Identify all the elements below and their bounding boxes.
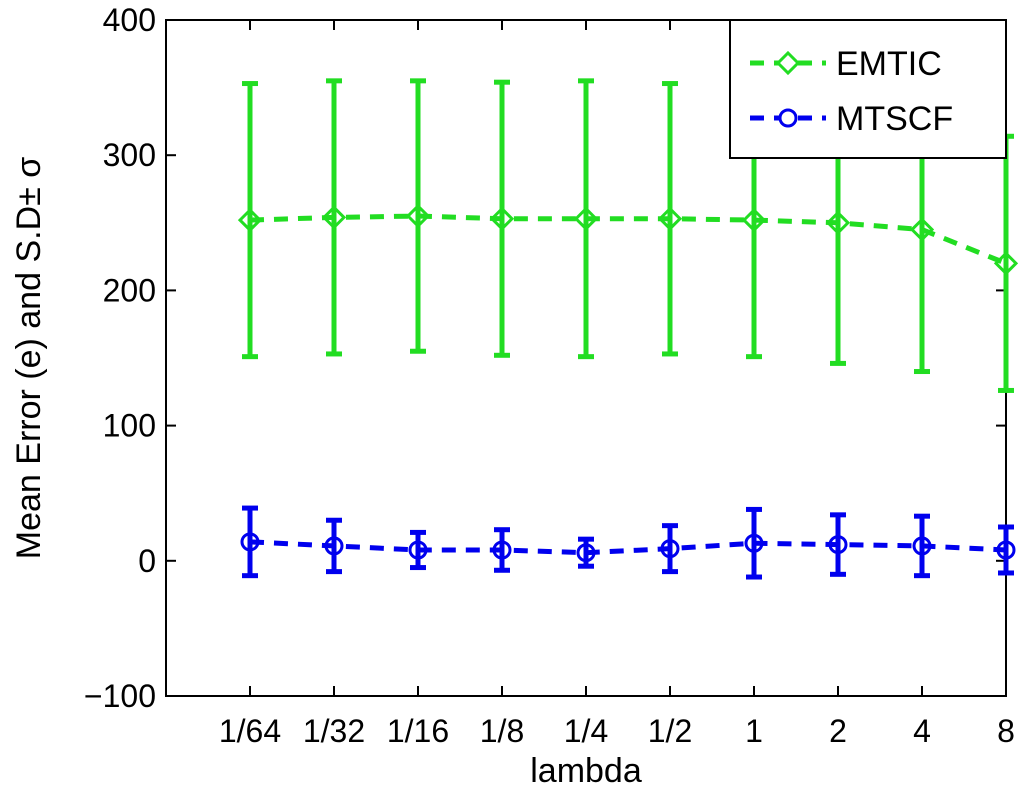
x-tick-label: 1/4 bbox=[564, 713, 608, 749]
y-axis-label: Mean Error (e) and S.D± σ bbox=[10, 157, 48, 559]
data-point bbox=[408, 540, 428, 560]
legend-marker bbox=[778, 108, 798, 128]
x-tick-label: 1/32 bbox=[303, 713, 365, 749]
x-tick-label: 1/2 bbox=[648, 713, 692, 749]
y-tick-label: 400 bbox=[103, 2, 156, 38]
legend-marker bbox=[775, 50, 801, 76]
data-point bbox=[489, 206, 515, 231]
data-point bbox=[324, 536, 344, 556]
data-point bbox=[657, 206, 683, 231]
y-tick-label: 200 bbox=[103, 272, 156, 308]
legend-label: EMTIC bbox=[836, 45, 942, 83]
data-point bbox=[909, 217, 935, 242]
x-axis: 1/64 1/32 1/16 1/8 1/4 1/2 1 2 4 8 bbox=[219, 20, 1015, 749]
series-line bbox=[249, 213, 1007, 266]
series-layer bbox=[237, 78, 1019, 580]
data-point bbox=[573, 206, 599, 231]
data-point bbox=[240, 532, 260, 552]
y-tick-label: 0 bbox=[138, 543, 156, 579]
data-point bbox=[492, 540, 512, 560]
data-point bbox=[576, 543, 596, 563]
legend-item: EMTIC bbox=[750, 45, 942, 83]
series-line bbox=[249, 539, 1007, 556]
data-point bbox=[828, 535, 848, 555]
data-point bbox=[744, 533, 764, 553]
data-point bbox=[996, 540, 1016, 560]
x-axis-label: lambda bbox=[530, 752, 642, 790]
legend-item: MTSCF bbox=[750, 100, 953, 138]
x-tick-label: 1/16 bbox=[387, 713, 449, 749]
series-mtscf bbox=[240, 505, 1016, 580]
y-tick-label: 300 bbox=[103, 137, 156, 173]
y-tick-label: −100 bbox=[84, 678, 156, 714]
data-point bbox=[993, 251, 1019, 276]
data-point bbox=[741, 207, 767, 233]
legend: EMTIC MTSCF bbox=[729, 19, 1007, 159]
x-tick-label: 2 bbox=[829, 713, 847, 749]
legend-box bbox=[729, 19, 1007, 159]
legend-label: MTSCF bbox=[836, 100, 953, 138]
x-tick-label: 1/8 bbox=[480, 713, 524, 749]
x-tick-label: 8 bbox=[997, 713, 1015, 749]
x-tick-label: 1 bbox=[745, 713, 763, 749]
data-point bbox=[405, 203, 431, 229]
data-point bbox=[912, 536, 932, 556]
x-tick-label: 4 bbox=[913, 713, 931, 749]
error-bar bbox=[242, 81, 258, 360]
data-point bbox=[237, 207, 263, 233]
data-point bbox=[660, 539, 680, 559]
data-point bbox=[825, 210, 851, 235]
y-tick-label: 100 bbox=[103, 408, 156, 444]
x-tick-label: 1/64 bbox=[219, 713, 281, 749]
y-axis: −100 0 100 200 300 400 bbox=[84, 2, 1006, 714]
data-point bbox=[321, 205, 347, 230]
